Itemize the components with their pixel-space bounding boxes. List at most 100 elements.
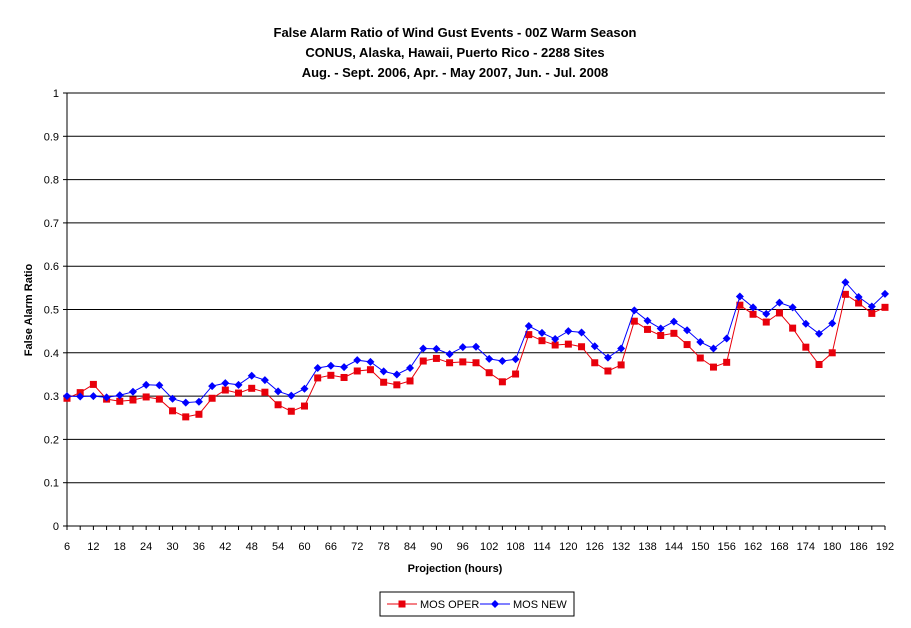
data-point-square <box>380 378 388 386</box>
x-tick-label: 108 <box>506 541 524 553</box>
data-point-diamond <box>432 344 441 353</box>
legend: MOS OPER MOS NEW <box>379 591 575 617</box>
x-tick-label: 192 <box>876 541 894 553</box>
x-tick-label: 48 <box>246 541 258 553</box>
data-point-diamond <box>854 292 863 301</box>
data-point-square <box>736 301 744 309</box>
data-point-square <box>630 317 638 325</box>
data-point-square <box>538 337 546 345</box>
y-tick-label: 0 <box>53 521 59 533</box>
chart-title-line-2: CONUS, Alaska, Hawaii, Puerto Rico - 228… <box>305 45 604 60</box>
x-tick-label: 78 <box>378 541 390 553</box>
data-point-diamond <box>867 302 876 311</box>
x-tick-label: 84 <box>404 541 416 553</box>
data-point-diamond <box>221 379 230 388</box>
data-point-diamond <box>564 327 573 336</box>
data-point-diamond <box>828 319 837 328</box>
data-point-diamond <box>287 391 296 400</box>
data-point-square <box>802 343 810 351</box>
data-point-square <box>709 363 717 371</box>
x-tick-label: 126 <box>586 541 604 553</box>
data-point-square <box>868 309 876 317</box>
data-point-square <box>327 371 335 379</box>
data-point-diamond <box>881 289 889 298</box>
data-point-diamond <box>392 370 401 379</box>
data-point-square <box>208 394 216 402</box>
data-point-diamond <box>841 278 850 287</box>
data-point-diamond <box>709 344 718 353</box>
data-point-square <box>578 343 586 351</box>
series-mos-new <box>63 278 889 407</box>
data-point-square <box>512 370 520 378</box>
data-point-diamond <box>181 398 190 407</box>
y-tick-label: 0.5 <box>44 305 59 317</box>
data-point-square <box>287 407 295 415</box>
data-point-square <box>221 386 229 394</box>
data-point-diamond <box>353 356 362 365</box>
data-point-square <box>498 378 506 386</box>
series <box>63 278 889 421</box>
data-point-square <box>340 373 348 381</box>
series-line <box>66 281 886 404</box>
x-tick-label: 66 <box>325 541 337 553</box>
data-point-diamond <box>511 355 520 364</box>
x-tick-label: 96 <box>457 541 469 553</box>
data-point-square <box>116 397 124 405</box>
x-tick-label: 162 <box>744 541 762 553</box>
y-tick-labels: 0 0.1 0.2 0.3 0.4 0.5 0.6 0.7 0.8 0.9 1 <box>44 88 59 533</box>
data-point-square <box>182 413 190 421</box>
data-point-square <box>644 325 652 333</box>
x-tick-label: 150 <box>691 541 709 553</box>
data-point-square <box>551 341 559 349</box>
data-point-diamond <box>788 303 797 312</box>
y-tick-label: 0.7 <box>44 218 59 230</box>
data-point-diamond <box>603 353 612 362</box>
data-point-diamond <box>366 357 375 366</box>
x-tick-label: 36 <box>193 541 205 553</box>
x-axis-label: Projection (hours) <box>408 563 503 575</box>
data-point-diamond <box>683 326 692 335</box>
data-point-diamond <box>340 363 349 372</box>
data-point-square <box>723 358 731 366</box>
data-point-diamond <box>406 363 415 372</box>
data-point-diamond <box>458 343 467 352</box>
data-point-square <box>195 410 203 418</box>
data-point-diamond <box>815 329 824 338</box>
y-tick-label: 0.2 <box>44 434 59 446</box>
data-point-diamond <box>260 376 269 385</box>
data-point-diamond <box>142 380 151 389</box>
data-point-square <box>749 310 757 318</box>
data-point-diamond <box>300 384 309 393</box>
data-point-diamond <box>326 361 335 370</box>
data-point-diamond <box>234 380 243 389</box>
data-point-square <box>789 324 797 332</box>
data-point-diamond <box>524 321 533 330</box>
data-point-diamond <box>656 324 665 333</box>
data-point-diamond <box>247 371 256 380</box>
data-point-diamond <box>472 342 480 351</box>
data-point-diamond <box>735 292 744 301</box>
data-point-diamond <box>498 357 507 366</box>
chart-title-line-3: Aug. - Sept. 2006, Apr. - May 2007, Jun.… <box>302 65 609 80</box>
data-point-square <box>564 340 572 348</box>
data-point-diamond <box>537 328 546 337</box>
data-point-square <box>525 331 533 339</box>
x-tick-label: 114 <box>533 541 551 553</box>
data-point-diamond <box>419 344 428 353</box>
series-line <box>66 293 886 418</box>
data-point-diamond <box>115 391 124 400</box>
data-point-square <box>485 369 493 377</box>
x-tick-label: 72 <box>351 541 363 553</box>
data-point-square <box>472 359 480 367</box>
data-point-diamond <box>76 392 85 401</box>
legend-new-marker <box>491 600 499 608</box>
y-tick-label: 1 <box>53 88 59 100</box>
data-point-square <box>881 303 889 311</box>
data-point-diamond <box>577 328 586 337</box>
data-point-square <box>300 402 308 410</box>
x-tick-label: 132 <box>612 541 630 553</box>
data-point-diamond <box>102 393 111 402</box>
data-point-diamond <box>762 309 771 318</box>
